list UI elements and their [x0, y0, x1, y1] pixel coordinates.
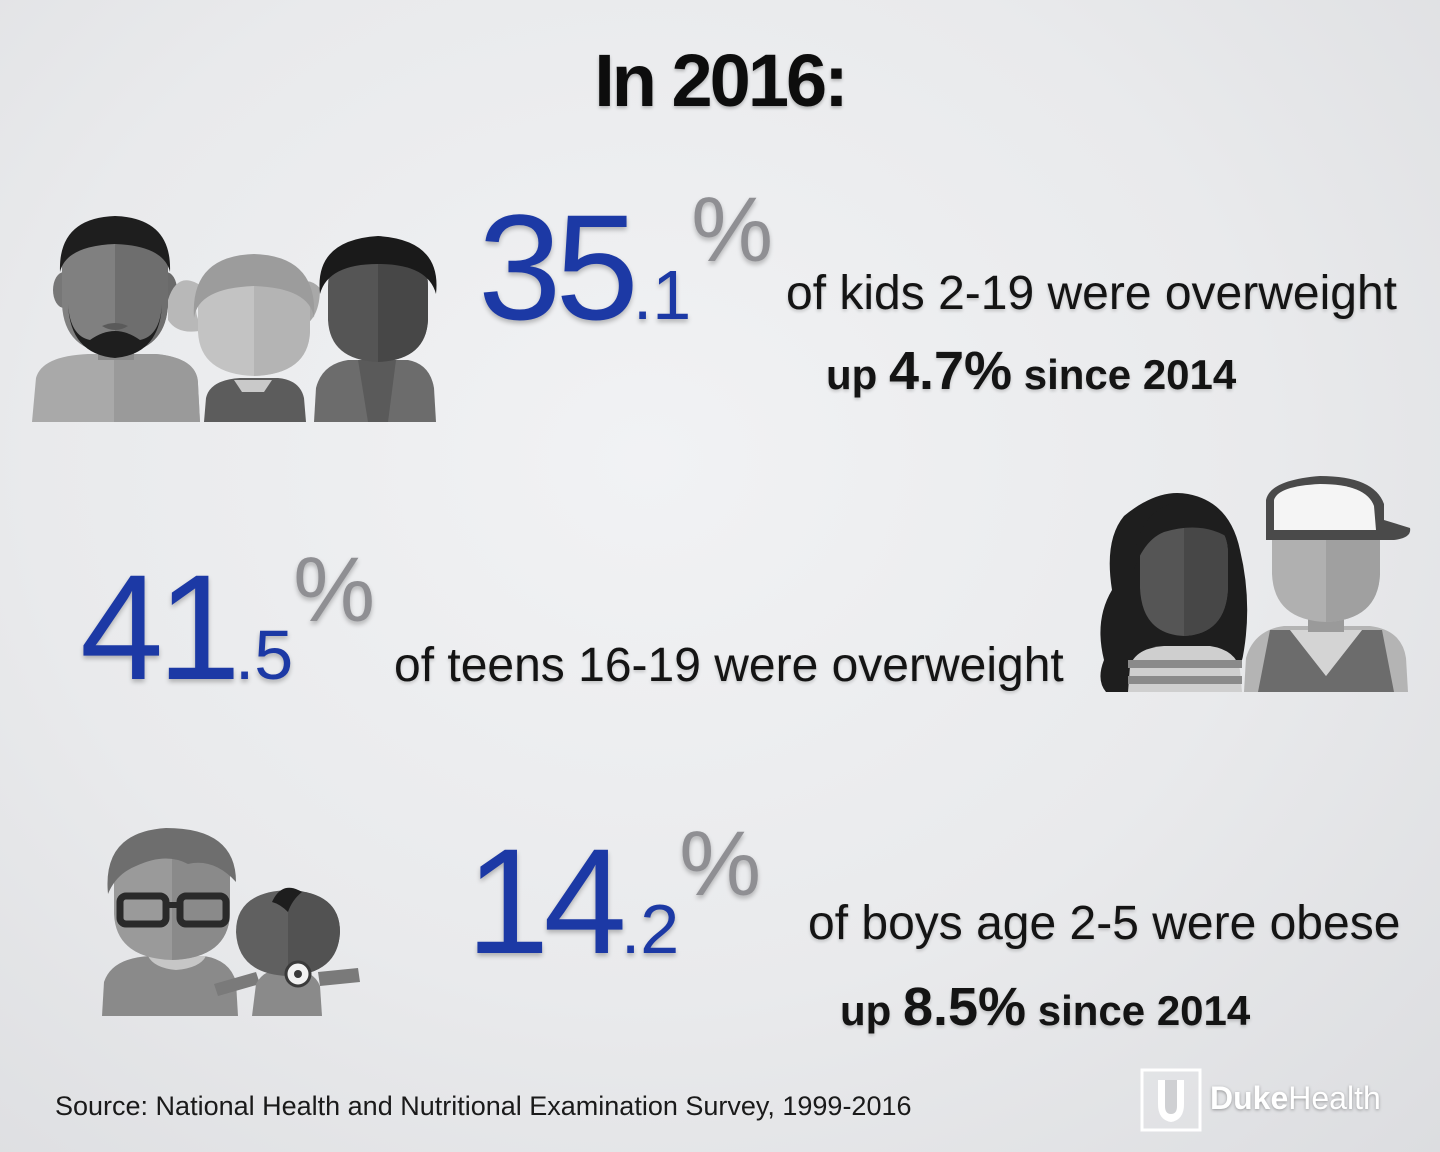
boys-stat-change: up 8.5% since 2014 — [840, 976, 1250, 1038]
change-suffix: since 2014 — [1012, 351, 1237, 398]
logo-word-bold: Duke — [1210, 1080, 1289, 1116]
stat-integer: 35 — [478, 183, 639, 351]
change-value: 8.5% — [902, 977, 1027, 1037]
teens-stat-description: of teens 16-19 were overweight — [394, 639, 1064, 692]
logo-word-regular: Health — [1288, 1080, 1381, 1116]
kids-stat-description: of kids 2-19 were overweight — [786, 267, 1397, 320]
change-prefix: up — [826, 351, 889, 398]
kids-stat-value: 35.1% — [478, 184, 773, 342]
stat-decimal: .1 — [632, 256, 692, 334]
logo-wordmark: DukeHealth — [1210, 1080, 1381, 1117]
percent-sign: % — [293, 539, 376, 641]
boys-stat-value: 14.2% — [466, 818, 761, 976]
source-citation: Source: National Health and Nutritional … — [55, 1091, 912, 1121]
stat-integer: 14 — [466, 817, 627, 985]
change-value: 4.7% — [888, 341, 1013, 401]
teens-stat-value: 41.5% — [80, 544, 375, 702]
page-title: In 2016: — [594, 39, 849, 122]
duke-health-logo: DukeHealth — [1138, 1066, 1396, 1134]
change-suffix: since 2014 — [1026, 987, 1251, 1034]
change-prefix: up — [840, 987, 903, 1034]
stat-integer: 41 — [80, 543, 241, 711]
stat-decimal: .5 — [234, 616, 294, 694]
percent-sign: % — [679, 813, 762, 915]
teen-couple-icon — [1100, 476, 1411, 692]
percent-sign: % — [691, 179, 774, 281]
family-group-icon — [32, 216, 437, 422]
duke-shield-icon — [1140, 1068, 1202, 1132]
boys-stat-description: of boys age 2-5 were obese — [808, 897, 1401, 950]
kids-stat-change: up 4.7% since 2014 — [826, 340, 1236, 402]
parent-baby-icon — [102, 828, 360, 1016]
stat-decimal: .2 — [620, 890, 680, 968]
